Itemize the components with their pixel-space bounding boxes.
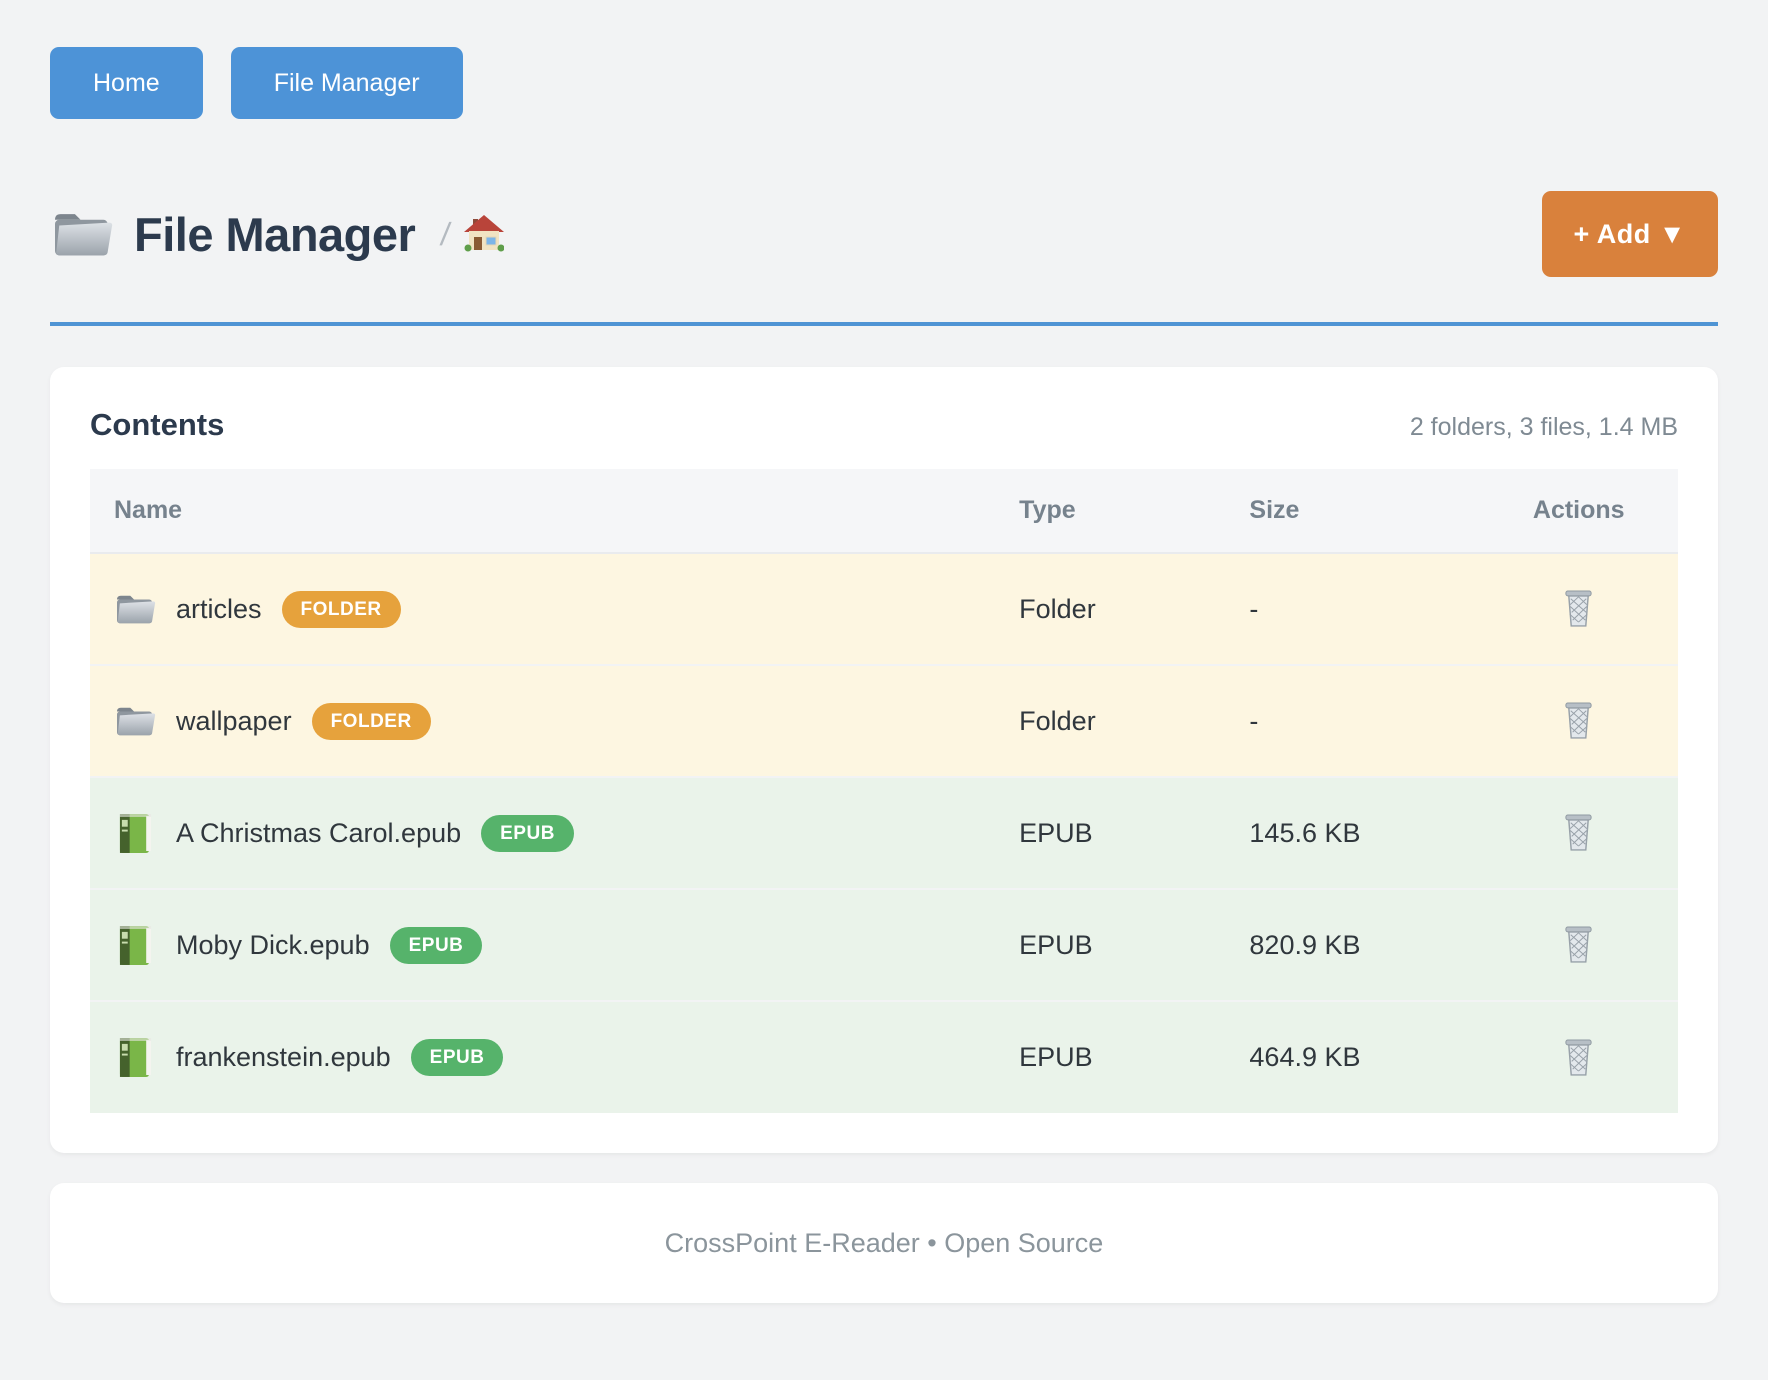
home-icon[interactable] xyxy=(464,214,505,254)
file-size: - xyxy=(1225,553,1480,665)
file-name[interactable]: Moby Dick.epub xyxy=(176,929,370,960)
column-header-size: Size xyxy=(1225,469,1480,554)
table-row[interactable]: frankenstein.epub EPUB EPUB 464.9 KB xyxy=(90,1000,1678,1113)
file-name[interactable]: frankenstein.epub xyxy=(176,1042,391,1072)
file-size: 464.9 KB xyxy=(1225,1000,1480,1113)
add-button[interactable]: + Add ▼ xyxy=(1541,191,1718,277)
file-size: 820.9 KB xyxy=(1225,888,1480,1001)
column-header-actions: Actions xyxy=(1479,469,1678,554)
table-row[interactable]: Moby Dick.epub EPUB EPUB 820.9 KB xyxy=(90,888,1678,1001)
title-group: File Manager / xyxy=(50,207,505,262)
trash-icon xyxy=(1565,590,1593,627)
contents-card-header: Contents 2 folders, 3 files, 1.4 MB xyxy=(90,407,1678,443)
trash-icon xyxy=(1565,702,1593,739)
green-book-icon xyxy=(114,811,156,856)
delete-button[interactable] xyxy=(1558,806,1599,860)
column-header-type: Type xyxy=(995,469,1226,554)
green-book-icon xyxy=(114,923,156,968)
file-type: EPUB xyxy=(995,888,1226,1001)
delete-button[interactable] xyxy=(1558,1031,1599,1085)
trash-icon xyxy=(1565,1038,1593,1076)
file-type-badge: EPUB xyxy=(410,1039,504,1076)
file-type-badge: EPUB xyxy=(481,814,574,852)
file-type-badge: FOLDER xyxy=(311,702,431,740)
file-size: - xyxy=(1225,664,1480,777)
page-header: File Manager / + Add ▼ xyxy=(50,191,1718,277)
file-type: EPUB xyxy=(995,1000,1226,1113)
delete-button[interactable] xyxy=(1558,694,1599,748)
file-manager-page: Home File Manager File Manager / + Add ▼… xyxy=(50,47,1718,1303)
footer: CrossPoint E-Reader • Open Source xyxy=(50,1183,1718,1303)
trash-icon xyxy=(1565,814,1593,851)
folder-icon xyxy=(114,703,156,739)
file-type-badge: EPUB xyxy=(389,926,483,964)
file-name[interactable]: A Christmas Carol.epub xyxy=(176,817,462,848)
file-table-header: Name Type Size Actions xyxy=(90,469,1678,554)
file-name[interactable]: articles xyxy=(176,593,262,624)
table-row[interactable]: A Christmas Carol.epub EPUB EPUB 145.6 K… xyxy=(90,776,1678,889)
file-type: EPUB xyxy=(995,776,1226,889)
footer-text: CrossPoint E-Reader • Open Source xyxy=(664,1227,1104,1258)
file-table: Name Type Size Actions articles FOLDER F… xyxy=(90,469,1678,1113)
file-type: Folder xyxy=(995,664,1226,777)
file-type-badge: FOLDER xyxy=(281,590,401,628)
top-nav: Home File Manager xyxy=(50,47,1718,119)
contents-summary: 2 folders, 3 files, 1.4 MB xyxy=(1409,413,1678,441)
folder-icon xyxy=(114,591,156,627)
contents-heading: Contents xyxy=(90,407,225,442)
file-manager-button[interactable]: File Manager xyxy=(230,47,463,119)
trash-icon xyxy=(1565,926,1593,963)
breadcrumb: / xyxy=(438,214,505,254)
file-size: 145.6 KB xyxy=(1225,776,1480,889)
green-book-icon xyxy=(114,1035,156,1080)
column-header-name: Name xyxy=(90,469,996,554)
page-title: File Manager xyxy=(134,207,416,261)
contents-card: Contents 2 folders, 3 files, 1.4 MB Name… xyxy=(50,367,1718,1153)
breadcrumb-separator: / xyxy=(438,215,453,252)
file-type: Folder xyxy=(995,553,1226,665)
table-row[interactable]: articles FOLDER Folder - xyxy=(90,553,1678,665)
home-button[interactable]: Home xyxy=(50,47,203,119)
file-name[interactable]: wallpaper xyxy=(176,705,292,736)
delete-button[interactable] xyxy=(1558,918,1599,972)
title-divider xyxy=(50,322,1718,326)
delete-button[interactable] xyxy=(1558,582,1599,636)
table-row[interactable]: wallpaper FOLDER Folder - xyxy=(90,664,1678,777)
folder-icon xyxy=(55,214,113,256)
